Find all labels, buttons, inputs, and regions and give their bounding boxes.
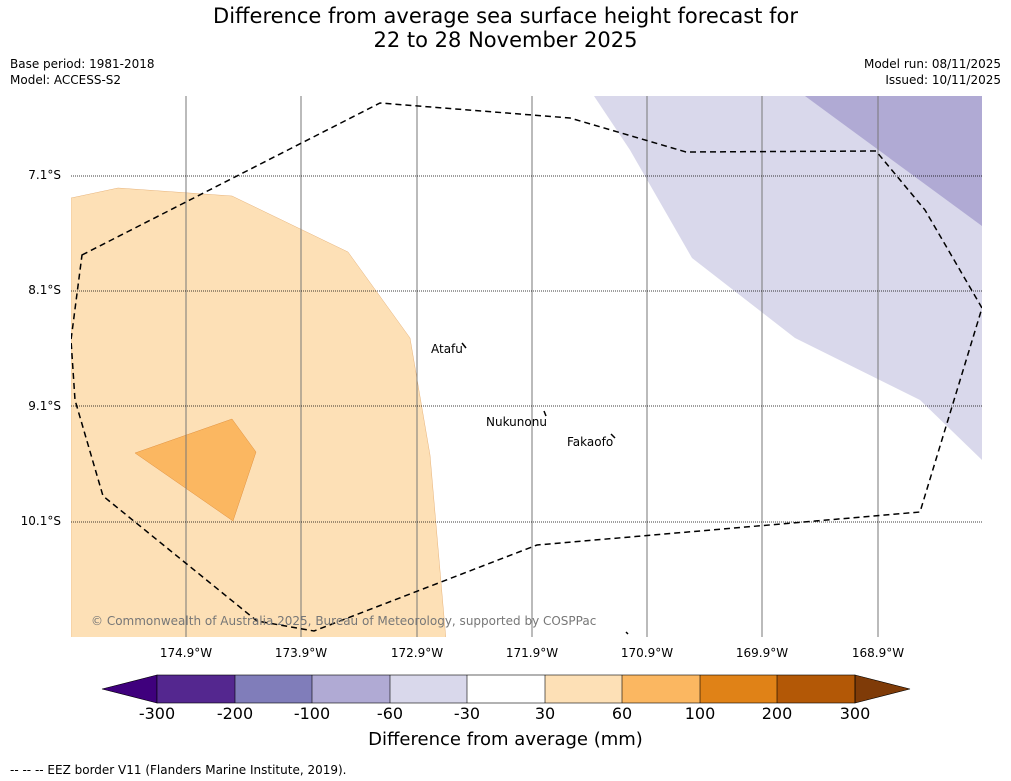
colorbar-bin-5 xyxy=(467,675,545,703)
lat-label-10-1: 10.1°S xyxy=(20,514,61,528)
chart-title: Difference from average sea surface heig… xyxy=(0,4,1011,52)
colorbar-bin-1 xyxy=(157,675,235,703)
meta-left: Base period: 1981-2018 Model: ACCESS-S2 xyxy=(10,56,155,88)
lon-label-174-9: 174.9°W xyxy=(159,646,213,660)
colorbar-bin-9 xyxy=(777,675,855,703)
base-period: Base period: 1981-2018 xyxy=(10,57,155,71)
colorbar-tick: 100 xyxy=(684,704,716,723)
anomaly-region-neg60-neg100 xyxy=(805,96,982,226)
colorbar-title: Difference from average (mm) xyxy=(368,729,643,750)
copyright-notice: © Commonwealth of Australia 2025, Bureau… xyxy=(91,614,597,628)
colorbar-bin-2 xyxy=(235,675,312,703)
model-name: Model: ACCESS-S2 xyxy=(10,73,122,87)
lon-label-169-9: 169.9°W xyxy=(735,646,789,660)
colorbar-tick: -60 xyxy=(376,704,404,723)
lat-label-7-1: 7.1°S xyxy=(28,168,61,182)
lon-label-168-9: 168.9°W xyxy=(851,646,905,660)
anomaly-region-30-60 xyxy=(71,187,446,637)
lat-label-8-1: 8.1°S xyxy=(28,283,61,297)
title-line-1: Difference from average sea surface heig… xyxy=(213,4,798,28)
lat-label-9-1: 9.1°S xyxy=(28,399,61,413)
colorbar xyxy=(101,674,911,704)
eez-legend: -- -- -- EEZ border V11 (Flanders Marine… xyxy=(10,763,347,777)
lon-label-171-9: 171.9°W xyxy=(505,646,559,660)
colorbar-extend-high xyxy=(854,674,911,704)
anomaly-region-60-100 xyxy=(134,418,257,522)
colorbar-tick: 30 xyxy=(534,704,556,723)
title-line-2: 22 to 28 November 2025 xyxy=(373,28,638,52)
colorbar-tick: -30 xyxy=(453,704,481,723)
place-fakaofo: Fakaofo xyxy=(567,435,614,449)
issued-date: Issued: 10/11/2025 xyxy=(885,73,1001,87)
island-marks xyxy=(461,342,629,635)
colorbar-tick: -200 xyxy=(216,704,254,723)
lon-label-170-9: 170.9°W xyxy=(620,646,674,660)
place-atafu: Atafu xyxy=(431,342,463,356)
colorbar-tick: 200 xyxy=(761,704,793,723)
meta-right: Model run: 08/11/2025 Issued: 10/11/2025 xyxy=(864,56,1001,88)
place-nukunonu: Nukunonu xyxy=(486,415,547,429)
colorbar-bin-7 xyxy=(622,675,700,703)
colorbar-tick: -100 xyxy=(293,704,331,723)
colorbar-tick: -300 xyxy=(138,704,176,723)
longitude-gridlines xyxy=(185,96,879,637)
lon-label-172-9: 172.9°W xyxy=(390,646,444,660)
model-run: Model run: 08/11/2025 xyxy=(863,57,1001,71)
colorbar-tick: 60 xyxy=(611,704,633,723)
colorbar-bin-4 xyxy=(390,675,467,703)
lon-label-173-9: 173.9°W xyxy=(274,646,328,660)
map-area xyxy=(71,96,982,637)
anomaly-region-neg30-neg60 xyxy=(594,96,982,460)
colorbar-bin-8 xyxy=(700,675,777,703)
colorbar-bin-3 xyxy=(312,675,390,703)
eez-border xyxy=(71,102,982,632)
colorbar-bin-6 xyxy=(545,675,622,703)
colorbar-tick: 300 xyxy=(839,704,871,723)
colorbar-extend-low xyxy=(101,674,158,704)
